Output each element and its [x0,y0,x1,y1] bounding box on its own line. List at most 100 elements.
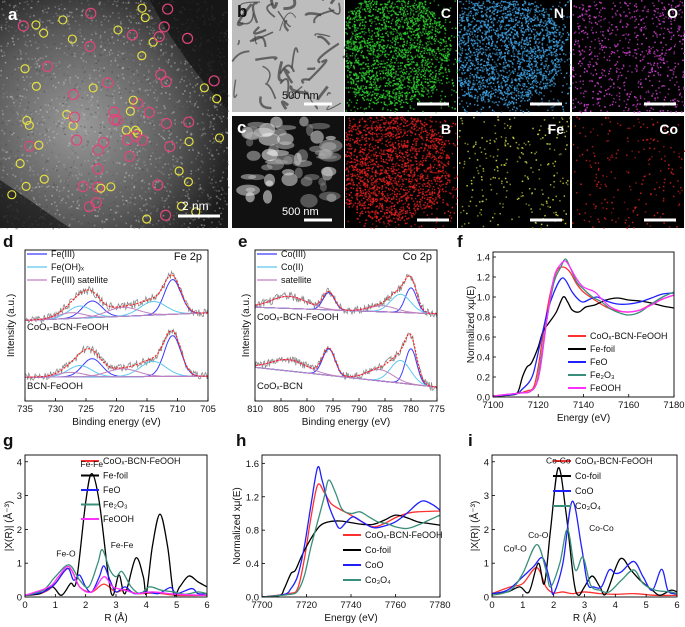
y-tick-label: 0 [484,593,489,604]
x-tick-label: 790 [351,404,367,415]
atom-marker-circle [58,15,68,25]
x-tick-label: 6 [204,600,209,611]
legend-label: Fe(III) [51,249,75,259]
atom-marker-circle [102,77,114,89]
x-tick-label: 0 [489,600,494,611]
fit-component-0 [25,335,208,378]
atom-marker-circle [97,136,109,149]
atom-marker-circle [69,111,81,123]
fit-component-2 [255,359,437,388]
atom-marker-circle [34,140,44,150]
y-tick-label: 2 [17,525,22,536]
atom-marker-circle [128,95,138,105]
element-label-b: B [441,121,451,137]
panel-label-g: g [3,431,13,450]
atom-marker-circle [85,7,97,19]
plot-area [255,274,437,392]
atom-marker-circle [183,177,194,187]
atom-marker-circle [22,115,32,126]
stem-image-c: c 500 nm [232,116,344,228]
atom-marker-circle [84,40,96,52]
x-tick-label: 725 [78,404,94,415]
panel-label-c: c [237,118,246,137]
x-tick-label: 5 [174,600,179,611]
atom-marker-circle [140,12,150,23]
x-tick-label: 7140 [573,400,594,411]
y-tick-label: 0 [17,593,22,604]
element-label-co: Co [659,121,678,137]
y-tick-label: 0.8 [246,526,259,537]
atom-marker-circle [21,181,31,191]
atom-marker-circle [142,214,152,224]
atom-marker-circle [71,134,83,146]
x-tick-label: 720 [109,404,125,415]
legend-label: FeOOH [103,514,134,524]
legend-label: CoOₓ-BCN-FeOOH [365,530,442,540]
y-tick-label: 0.0 [246,593,259,604]
x-tick-label: 7780 [429,600,450,611]
atom-marker-circle [15,158,25,169]
y-tick-label: 1.6 [246,459,259,470]
plot-area [492,467,677,597]
element-label-fe: Fe [548,121,565,137]
x-axis-label: Binding energy (eV) [72,417,160,428]
y-tick-label: 0.2 [477,373,490,384]
series-line-4 [25,565,207,596]
legend-label: Co-foil [365,545,391,555]
y-axis-label: Normalized xμ(E) [466,286,477,363]
panel-label-e: e [238,232,247,251]
chart-panel-d: d 735 730 725 720 715 710 705 Binding energy (eV… [3,232,216,428]
atom-marker-circle [31,20,41,30]
legend-label: Fe-foil [590,344,615,354]
y-tick-label: 1.4 [477,253,490,264]
atom-marker-circle [208,75,220,87]
spectrum-label: CoOₓ-BCN-FeOOH [27,322,109,333]
x-tick-label: 810 [247,404,263,415]
x-tick-label: 3 [582,600,587,611]
x-axis-label: Energy (eV) [557,413,610,424]
panel-label-a: a [8,5,18,24]
x-tick-label: 0 [22,600,27,611]
plot-frame [254,249,438,402]
plot-area [493,258,674,397]
atom-marker-circle [67,88,79,101]
x-tick-label: 805 [273,404,289,415]
y-tick-label: 0.8 [477,313,490,324]
atom-marker-circle [108,106,120,118]
atom-marker-circle [143,106,156,118]
atom-marker-circle [152,179,164,191]
raw-spectrum [255,274,437,318]
x-tick-label: 1 [53,600,58,611]
legend-label: Fe₂O₃ [103,500,128,510]
atom-marker-circle [130,125,140,135]
atom-marker-circle [92,144,104,156]
atom-marker-circle [137,51,147,61]
y-tick-label: 4 [17,457,22,468]
atom-marker-circle [137,3,147,13]
x-tick-label: 7740 [340,600,361,611]
y-tick-label: 1 [484,559,489,570]
chart-panel-g: g 0 1 2 3 4 5 6 0 1 2 3 4 R (Å) |X(R)| (Å⁻³) CoOₓ-BCN-F… [2,431,210,624]
x-axis-label: Energy (eV) [324,613,377,624]
x-tick-label: 800 [299,404,315,415]
peak-annotation: Co-Co [589,523,614,533]
peak-annotation: Fe-Fe [111,540,134,550]
plot-area [25,270,208,382]
eds-map-n: N [458,0,572,114]
atom-marker-circle [106,182,116,192]
y-axis-label: |X(R)| (Å⁻³) [468,501,481,551]
eds-map-b: B [345,116,459,230]
x-tick-label: 780 [403,404,419,415]
atom-marker-circle [108,113,121,126]
atom-marker-circle [96,183,106,193]
plot-area [25,472,207,597]
atom-marker-circle [155,69,167,81]
atom-marker-circle [24,120,34,131]
series-line-2 [492,500,677,596]
x-tick-label: 7180 [663,400,684,411]
haadf-stem-image-a: a 2 nm [0,0,230,230]
chart-panel-e: e 810 805 800 795 790 785 780 775 Binding energy … [238,232,445,428]
atom-marker-circle [148,37,158,47]
legend-label: Fe(OH)ₓ [51,262,84,272]
plot-area [262,465,440,597]
